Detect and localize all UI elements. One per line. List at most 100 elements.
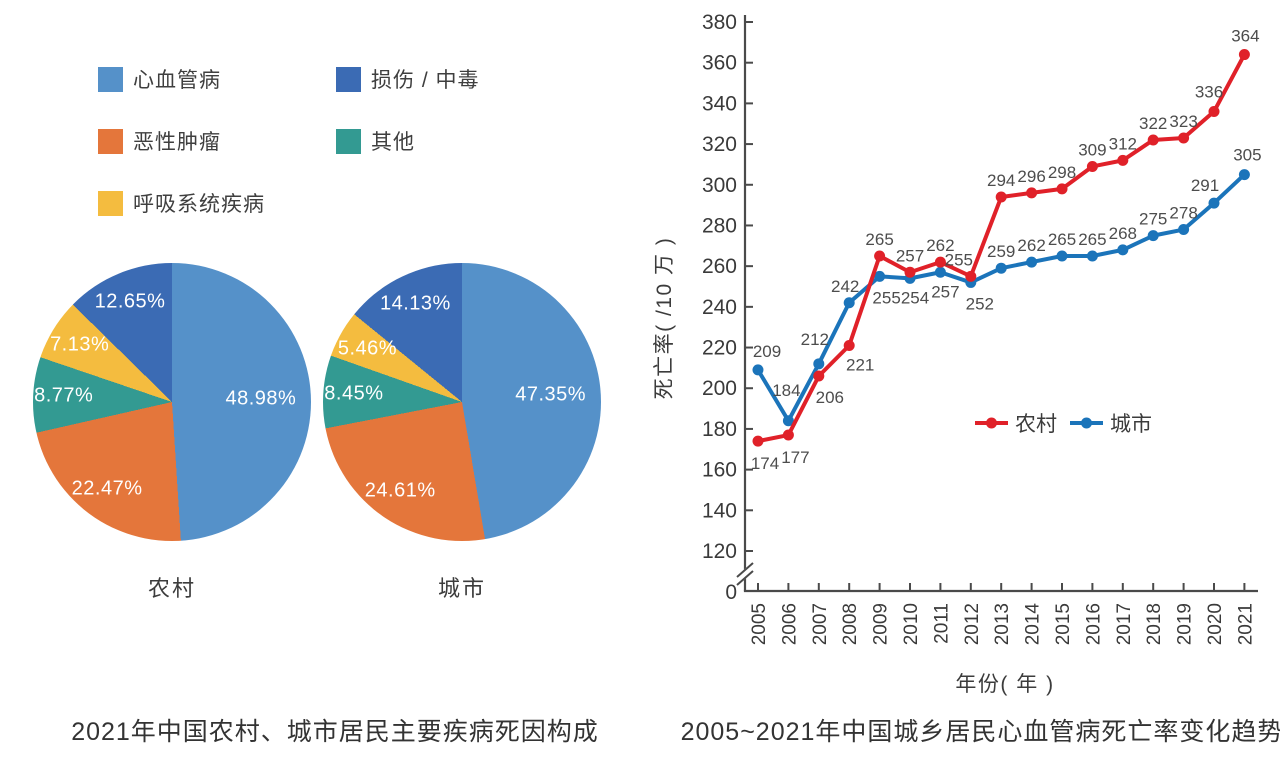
point-value-label: 262	[1017, 236, 1045, 255]
legend-label: 恶性肿瘤	[133, 131, 221, 154]
line-legend-label: 农村	[1015, 413, 1057, 436]
pie-slice-label: 14.13%	[380, 292, 451, 315]
y-tick-label: 380	[702, 11, 737, 34]
pie-chart-title: 2021年中国农村、城市居民主要疾病死因构成	[71, 718, 599, 746]
line-legend-dot-icon	[986, 417, 997, 429]
legend-label: 心血管病	[133, 69, 221, 92]
x-tick-label: 2018	[1144, 603, 1165, 645]
x-tick-label: 2021	[1235, 603, 1256, 645]
y-tick-label: 340	[702, 92, 737, 115]
x-tick-label: 2019	[1175, 603, 1196, 645]
legend-swatch-icon	[336, 128, 361, 154]
point-value-label: 265	[1078, 230, 1106, 249]
point-value-label: 206	[816, 388, 844, 407]
legend-item: 损伤 / 中毒	[336, 64, 480, 94]
x-tick-label: 2020	[1205, 603, 1226, 645]
point-value-label: 259	[987, 242, 1015, 261]
data-point-urban	[934, 266, 946, 278]
data-point-urban	[782, 415, 794, 427]
point-value-label: 305	[1233, 146, 1261, 165]
data-point-rural	[874, 250, 886, 262]
y-axis-title: 死亡率( /10 万 )	[653, 237, 676, 400]
y-tick-label: 320	[702, 133, 737, 156]
pie-name-label: 城市	[437, 576, 487, 601]
point-value-label: 291	[1191, 176, 1219, 195]
point-value-label: 184	[772, 381, 800, 400]
point-value-label: 265	[865, 230, 893, 249]
data-point-urban	[1086, 250, 1098, 262]
data-point-rural	[1056, 183, 1068, 195]
x-axis-title: 年份( 年 )	[955, 673, 1054, 696]
data-point-rural	[1178, 132, 1190, 144]
point-value-label: 254	[901, 288, 929, 307]
pie-slice-label: 22.47%	[71, 477, 143, 500]
point-value-label: 323	[1169, 112, 1197, 131]
line-chart: 0 120 140 160 180 200 220 240 260 280 300 320 340 360…	[653, 11, 1262, 696]
pie-slice-label: 7.13%	[50, 333, 110, 356]
data-point-urban	[1056, 250, 1068, 262]
point-value-label: 255	[872, 288, 900, 307]
point-value-label: 255	[945, 250, 973, 269]
data-point-rural	[965, 270, 977, 282]
x-tick-label: 2012	[962, 603, 983, 645]
axis-break-slash	[736, 570, 754, 586]
axis-break-gap	[734, 563, 756, 585]
line-legend-dot-icon	[1081, 417, 1092, 429]
data-point-urban	[1117, 244, 1129, 256]
y-tick-label: 120	[702, 540, 737, 563]
point-value-label: 298	[1048, 163, 1076, 182]
point-value-label: 209	[753, 342, 781, 361]
y-tick-label: 240	[702, 296, 737, 319]
legend-label: 损伤 / 中毒	[371, 69, 480, 92]
legend-label: 呼吸系统疾病	[133, 193, 265, 216]
legend-swatch-icon	[336, 66, 361, 92]
point-value-label: 252	[966, 294, 994, 313]
legend-swatch-icon	[98, 66, 123, 92]
data-point-urban	[1238, 169, 1250, 181]
x-tick-label: 2007	[810, 603, 831, 645]
point-value-label: 312	[1109, 134, 1137, 153]
legend-swatch-icon	[98, 190, 123, 216]
data-point-rural	[1208, 106, 1220, 118]
data-point-urban	[813, 358, 825, 370]
data-point-urban	[1147, 230, 1159, 242]
y-tick-label: 180	[702, 418, 737, 441]
point-value-label: 294	[987, 171, 1015, 190]
data-point-rural	[1117, 154, 1129, 166]
x-tick-label: 2008	[840, 603, 861, 645]
x-tick-label: 2017	[1114, 603, 1135, 645]
legend-item: 恶性肿瘤	[98, 126, 221, 156]
pie-slice-label: 12.65%	[94, 290, 166, 313]
point-value-label: 265	[1048, 230, 1076, 249]
point-value-label: 296	[1017, 167, 1045, 186]
data-point-urban	[874, 270, 886, 282]
point-value-label: 262	[926, 236, 954, 255]
data-point-urban	[1178, 224, 1190, 236]
data-point-urban	[843, 297, 855, 309]
x-tick-label: 2011	[931, 603, 952, 644]
point-value-label: 364	[1231, 27, 1259, 46]
pie-chart-panel: 心血管病 恶性肿瘤 呼吸系统疾病 损伤 / 中毒 其他 48.98% 22.47% 8.77…	[33, 64, 601, 746]
legend-item: 其他	[336, 126, 415, 156]
point-value-label: 242	[831, 277, 859, 296]
point-value-label: 257	[896, 246, 924, 265]
y-tick-label: 0	[725, 581, 737, 604]
point-value-label: 257	[931, 282, 959, 301]
x-tick-label: 2009	[871, 603, 892, 645]
point-value-label: 322	[1139, 114, 1167, 133]
data-point-rural	[995, 191, 1007, 203]
data-point-urban	[1208, 197, 1220, 209]
point-value-label: 309	[1078, 140, 1106, 159]
point-value-label: 278	[1169, 204, 1197, 223]
point-value-label: 275	[1139, 210, 1167, 229]
data-point-rural	[1026, 187, 1038, 199]
data-point-rural	[813, 370, 825, 382]
data-point-rural	[1147, 134, 1159, 146]
point-value-label: 212	[801, 330, 829, 349]
y-tick-label: 260	[702, 255, 737, 278]
legend-item: 呼吸系统疾病	[98, 188, 265, 218]
y-tick-label: 280	[702, 214, 737, 237]
point-value-label: 268	[1109, 224, 1137, 243]
data-point-rural	[782, 429, 794, 441]
